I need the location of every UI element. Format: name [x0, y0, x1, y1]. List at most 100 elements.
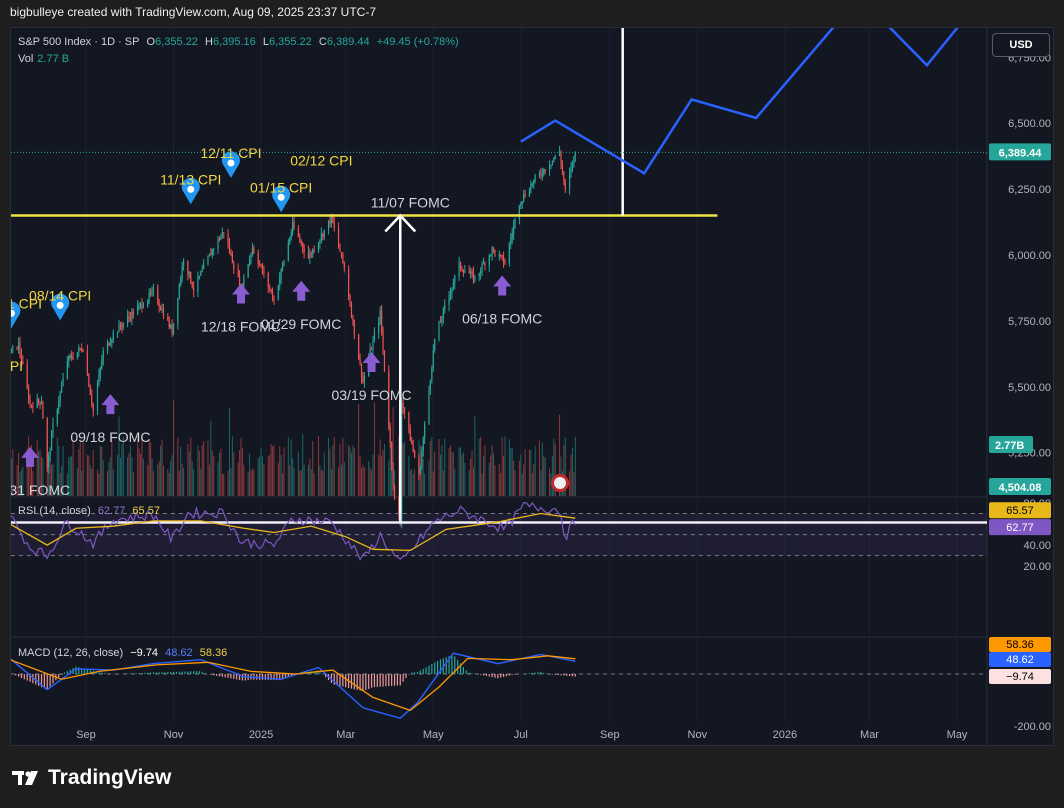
volume-bar [30, 444, 32, 496]
volume-bar [451, 451, 453, 496]
candle-body [237, 268, 239, 277]
macd-histogram-bar [195, 671, 198, 674]
macd-histogram-bar [144, 672, 146, 674]
volume-bar [571, 447, 573, 496]
rsi-y-tick-label: 20.00 [1023, 561, 1051, 573]
rsi-ma-badge [989, 502, 1051, 519]
candle-body [403, 407, 406, 413]
volume-bar [193, 469, 195, 496]
macd-histogram-bar [500, 674, 502, 678]
price-legend: S&P 500 Index · 1D · SP O6,355.22 H6,395… [18, 36, 463, 48]
macd-histogram-bar [83, 668, 86, 674]
candle-body [538, 173, 541, 176]
macd-histogram-bar [514, 674, 516, 675]
candle-body [564, 181, 566, 190]
volume-bar [494, 465, 496, 496]
macd-histogram-bar [287, 674, 289, 678]
candle-body [381, 310, 383, 332]
macd-histogram-bar [362, 674, 364, 692]
event-label: CPI [11, 358, 23, 374]
volume-bar [564, 437, 566, 496]
volume-bar [227, 470, 229, 496]
volume-bar [424, 473, 426, 496]
candle-body [329, 220, 331, 224]
volume-bar [340, 464, 342, 496]
macd-hist-value: −9.74 [130, 647, 159, 659]
candle-body [518, 205, 520, 219]
candle-body [193, 287, 195, 292]
volume-bar [538, 440, 540, 496]
volume-bar [132, 472, 134, 496]
x-tick-label: Mar [336, 729, 355, 741]
volume-bar [12, 449, 14, 496]
macd-histogram-bar [141, 672, 143, 674]
chart-frame[interactable]: Sep Nov 2025 Mar May Jul Sep Nov 2026 Mar May 5,250… [10, 27, 1055, 747]
macd-histogram-bar [342, 674, 344, 687]
volume-bar [373, 402, 375, 496]
volume-bar [432, 471, 434, 496]
rsi-legend: RSI (14, close) 62.77 65.57 [18, 505, 164, 517]
candle-body [393, 485, 396, 498]
candle-body [56, 409, 58, 424]
macd-histogram-bar [227, 674, 229, 678]
candle-body [392, 465, 394, 486]
candle-body [471, 271, 473, 273]
candle-body [323, 229, 325, 237]
macd-histogram-bar [106, 673, 109, 674]
candle-body [472, 272, 475, 281]
rsi-ma-value: 65.57 [132, 505, 160, 517]
volume-bar [56, 437, 58, 496]
chart-canvas[interactable]: Sep Nov 2025 Mar May Jul Sep Nov 2026 Mar May5,250… [11, 28, 1055, 747]
macd-histogram-bar [345, 674, 347, 688]
low-label: L [262, 36, 269, 48]
candle-body [454, 275, 456, 284]
volume-bar [462, 452, 464, 496]
macd-histogram-bar [551, 674, 553, 675]
candle-body [350, 305, 353, 317]
candle-body [68, 356, 70, 362]
candle-body [563, 171, 565, 182]
rsi-badge [989, 519, 1051, 536]
volume-bar [122, 436, 124, 496]
change-value: +49.45 (+0.78%) [376, 36, 459, 48]
candle-body [162, 309, 165, 317]
volume-bar [19, 472, 21, 496]
candle-body [388, 370, 390, 428]
volume-bar [36, 440, 38, 496]
volume-bar [111, 439, 113, 496]
candle-body [213, 248, 215, 250]
volume-bar [501, 437, 503, 496]
macd-histogram-bar [261, 674, 264, 680]
volume-bar [524, 449, 526, 496]
macd-histogram-bar [198, 671, 200, 674]
volume-bar [332, 445, 334, 496]
candle-body [19, 342, 21, 354]
volume-bar [181, 463, 183, 496]
volume-bar [454, 468, 456, 496]
volume-bar [510, 448, 512, 496]
macd-histogram-bar [528, 673, 531, 674]
candle-body [573, 155, 575, 166]
candle-body [263, 272, 265, 274]
volume-bar [48, 455, 50, 496]
macd-histogram-bar [284, 674, 287, 679]
candle-body [520, 203, 522, 206]
candle-body [52, 423, 54, 434]
macd-histogram-bar [38, 674, 40, 686]
volume-bar [162, 465, 164, 496]
tradingview-logo[interactable]: TradingView [12, 766, 171, 790]
volume-bar [382, 449, 384, 496]
volume-bar [121, 444, 123, 496]
volume-bar [481, 473, 483, 496]
volume-bar [322, 470, 324, 496]
candle-body [230, 251, 232, 254]
volume-bar [127, 457, 129, 496]
volume-bar [147, 465, 149, 496]
currency-button[interactable]: USD [992, 33, 1050, 57]
candle-body [177, 298, 179, 324]
candle-body [257, 252, 259, 265]
volume-bar [302, 433, 304, 496]
volume-bar [117, 455, 119, 496]
event-label: 12/11 CPI [200, 145, 261, 161]
macd-histogram-bar [543, 672, 545, 674]
